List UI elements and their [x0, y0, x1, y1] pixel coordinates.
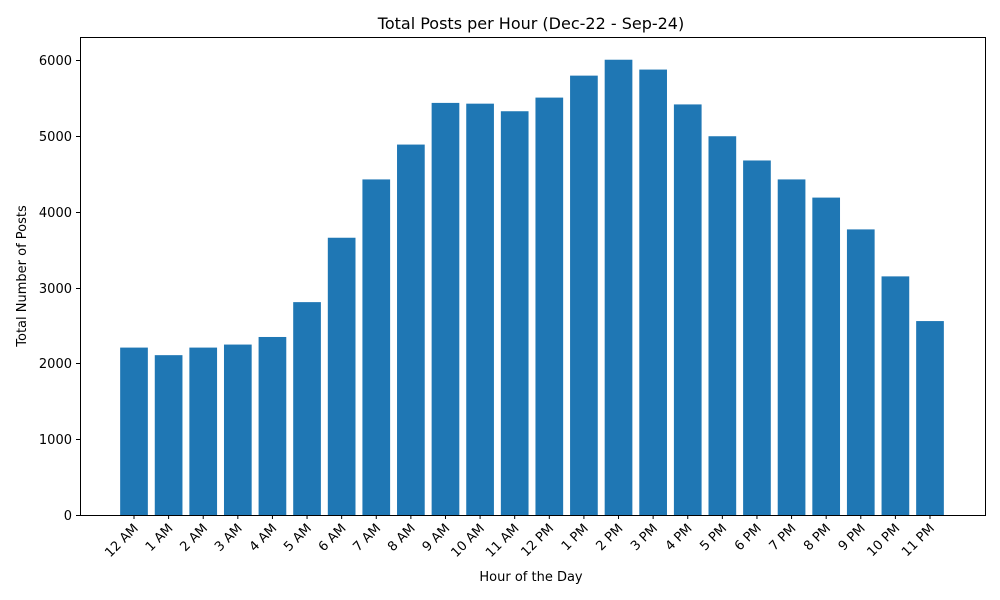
y-tick-label: 2000 — [39, 357, 72, 372]
bar-5-am — [293, 302, 321, 515]
bar-2-pm — [604, 59, 633, 515]
y-axis-title: Total Number of Posts — [15, 205, 30, 348]
x-tick-label: 8 PM — [801, 521, 834, 554]
y-axis: 0 1000 2000 3000 4000 5000 6000 — [39, 54, 80, 524]
bars-group — [120, 59, 944, 516]
bar-10-am — [466, 103, 494, 515]
x-axis: 12 AM 1 AM 2 AM 3 AM 4 AM 5 AM 6 AM 7 AM 8 AM 9 A… — [102, 515, 938, 561]
y-tick-label: 1000 — [39, 433, 72, 448]
x-tick-label: 12 AM — [102, 521, 141, 560]
x-tick-label: 3 AM — [212, 521, 246, 555]
bar-9-pm — [846, 229, 875, 515]
bar-6-am — [327, 237, 356, 516]
x-tick-label: 5 AM — [281, 521, 315, 555]
x-axis-title: Hour of the Day — [479, 570, 583, 585]
bar-12-am — [120, 347, 148, 515]
x-tick-label: 4 AM — [247, 521, 281, 555]
bar-3-am — [223, 344, 252, 515]
plot-frame — [80, 37, 986, 516]
bar-8-pm — [812, 197, 841, 515]
y-tick-label: 3000 — [39, 282, 72, 297]
x-tick-label: 10 PM — [865, 521, 904, 560]
x-tick-label: 4 PM — [663, 521, 696, 554]
bar-5-pm — [708, 136, 737, 516]
bar-3-pm — [639, 69, 667, 515]
bar-9-am — [431, 102, 460, 516]
bar-2-am — [189, 347, 218, 515]
x-tick-label: 5 PM — [697, 521, 730, 554]
x-tick-label: 1 PM — [559, 521, 592, 554]
bar-8-am — [397, 144, 425, 515]
bar-7-am — [362, 179, 391, 516]
x-tick-label: 10 AM — [448, 521, 487, 560]
bar-4-pm — [673, 104, 702, 516]
x-tick-label: 8 AM — [385, 521, 419, 555]
y-tick-label: 4000 — [39, 206, 72, 221]
x-tick-label: 11 AM — [483, 521, 522, 560]
bar-1-am — [154, 355, 183, 515]
bar-11-am — [500, 111, 529, 516]
bar-11-pm — [916, 321, 944, 515]
bar-12-pm — [535, 97, 564, 515]
y-tick-label: 6000 — [39, 54, 72, 69]
x-tick-label: 11 PM — [899, 521, 938, 560]
x-tick-label: 7 AM — [350, 521, 384, 555]
x-tick-label: 2 AM — [177, 521, 211, 555]
y-tick-label: 0 — [64, 509, 72, 524]
x-tick-label: 6 AM — [316, 521, 350, 555]
bar-10-pm — [881, 276, 910, 515]
bar-4-am — [258, 336, 287, 515]
y-tick-label: 5000 — [39, 130, 72, 145]
x-tick-label: 12 PM — [518, 521, 557, 560]
x-tick-label: 2 PM — [593, 521, 626, 554]
x-tick-label: 7 PM — [767, 521, 800, 554]
chart-title: Total Posts per Hour (Dec-22 - Sep-24) — [377, 14, 684, 33]
bar-7-pm — [777, 179, 806, 516]
x-tick-label: 6 PM — [732, 521, 765, 554]
x-tick-label: 3 PM — [628, 521, 661, 554]
bar-1-pm — [570, 75, 598, 515]
x-tick-label: 1 AM — [143, 521, 177, 555]
bar-6-pm — [743, 160, 771, 516]
